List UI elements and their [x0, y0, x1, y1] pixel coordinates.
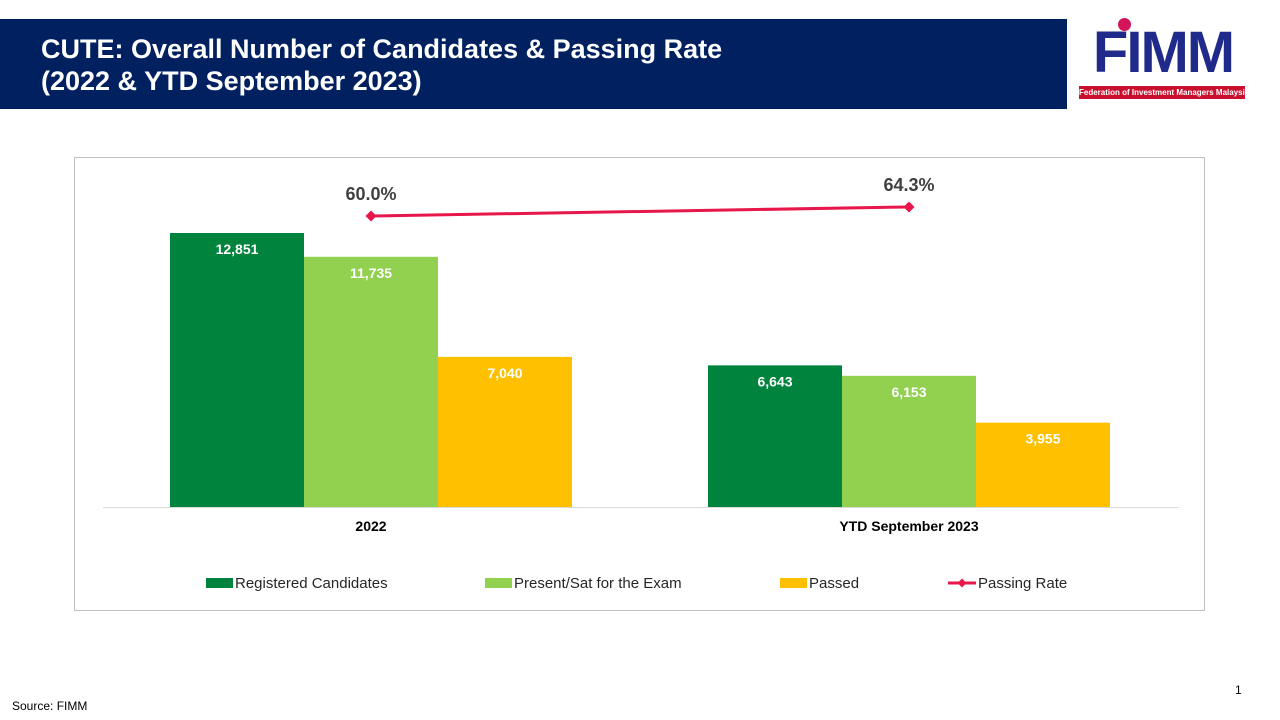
logo-wordmark: FIMM: [1092, 20, 1235, 85]
bar-label-2-0: 7,040: [487, 365, 522, 381]
legend-label-2: Passed: [809, 575, 859, 592]
page-title: CUTE: Overall Number of Candidates & Pas…: [41, 33, 722, 97]
legend-marker-3: [957, 578, 967, 588]
bar-1-0: [304, 256, 438, 507]
legend-label-0: Registered Candidates: [235, 575, 388, 592]
bar-label-0-0: 12,851: [216, 241, 259, 257]
legend-swatch-0: [206, 578, 233, 588]
logo-dot-icon: [1118, 18, 1131, 31]
passing-rate-label-0: 60.0%: [345, 184, 396, 204]
bar-label-1-0: 11,735: [350, 265, 392, 281]
x-tick-label-0: 2022: [355, 518, 386, 534]
bar-label-0-1: 6,643: [757, 373, 792, 389]
bar-label-2-1: 3,955: [1025, 431, 1060, 447]
title-line-2: (2022 & YTD September 2023): [41, 66, 422, 96]
bar-1-1: [842, 375, 976, 507]
title-line-1: CUTE: Overall Number of Candidates & Pas…: [41, 34, 723, 64]
legend-swatch-2: [780, 578, 807, 588]
passing-rate-label-1: 64.3%: [883, 175, 934, 195]
bar-2-0: [438, 356, 572, 507]
passing-rate-marker-0: [365, 210, 377, 222]
bar-label-1-1: 6,153: [891, 384, 926, 400]
passing-rate-marker-1: [903, 201, 915, 213]
page-number: 1: [1235, 683, 1242, 697]
bar-0-1: [708, 365, 842, 507]
chart-container: 12,851 6,643 11,735 6,153 7,040 3,955 2022 YTD …: [74, 157, 1205, 611]
passing-rate-line: [370, 205, 910, 218]
bar-2-1: [976, 422, 1110, 507]
title-banner: CUTE: Overall Number of Candidates & Pas…: [0, 19, 1067, 109]
legend-label-3: Passing Rate: [978, 575, 1067, 592]
logo-tagline: Federation of Investment Managers Malays…: [1079, 86, 1245, 99]
combo-chart: 12,851 6,643 11,735 6,153 7,040 3,955 2022 YTD …: [103, 175, 1179, 592]
bar-0-0: [170, 233, 304, 507]
fimm-logo: FIMM Federation of Investment Managers M…: [1078, 18, 1248, 102]
legend-swatch-1: [485, 578, 512, 588]
x-tick-label-1: YTD September 2023: [839, 518, 978, 534]
source-note: Source: FIMM: [12, 699, 88, 713]
legend-label-1: Present/Sat for the Exam: [514, 575, 682, 592]
